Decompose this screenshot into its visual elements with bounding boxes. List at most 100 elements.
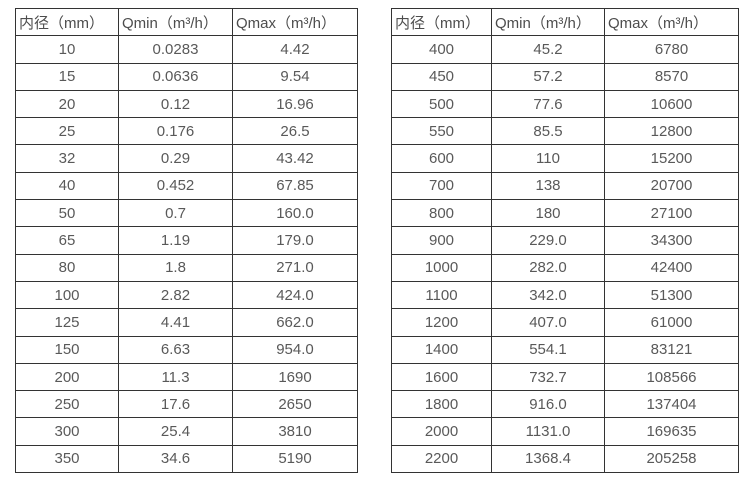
table-row: 100 2.82 424.0 [15, 280, 358, 310]
header-row: 内径（mm） Qmin（m³/h） Qmax（m³/h） [391, 7, 739, 37]
table-row: 700 138 20700 [391, 171, 739, 201]
table-cell: 125 [15, 308, 119, 337]
table-cell: 250 [15, 390, 119, 419]
table-cell: 732.7 [491, 362, 605, 392]
table-row: 250 17.6 2650 [15, 390, 358, 419]
table-cell: 34.6 [118, 444, 233, 474]
table-row: 1600 732.7 108566 [391, 362, 739, 392]
table-cell: 2000 [391, 417, 492, 446]
table-cell: 15200 [604, 144, 739, 173]
flow-rate-table-right: 内径（mm） Qmin（m³/h） Qmax（m³/h） 400 45.2 6780 45… [391, 7, 739, 474]
table-cell: 110 [491, 144, 605, 173]
table-cell: 229.0 [491, 226, 605, 255]
table-row: 50 0.7 160.0 [15, 199, 358, 228]
table-cell: 600 [391, 144, 492, 173]
table-cell: 5190 [232, 444, 358, 474]
table-cell: 25.4 [118, 417, 233, 446]
table-row: 2000 1131.0 169635 [391, 417, 739, 446]
table-cell: 169635 [604, 417, 739, 446]
table-cell: 26.5 [232, 117, 358, 146]
table-row: 550 85.5 12800 [391, 117, 739, 146]
table-cell: 342.0 [491, 280, 605, 310]
table-cell: 2650 [232, 390, 358, 419]
table-cell: 67.85 [232, 171, 358, 201]
table-cell: 400 [391, 35, 492, 64]
table-row: 800 180 27100 [391, 199, 739, 228]
table-cell: 50 [15, 199, 119, 228]
table-cell: 0.29 [118, 144, 233, 173]
table-cell: 1690 [232, 362, 358, 392]
table-cell: 25 [15, 117, 119, 146]
column-header: Qmax（m³/h） [232, 7, 358, 37]
table-cell: 954.0 [232, 335, 358, 364]
table-cell: 424.0 [232, 280, 358, 310]
table-cell: 662.0 [232, 308, 358, 337]
table-cell: 180 [491, 199, 605, 228]
table-cell: 51300 [604, 280, 739, 310]
table-cell: 500 [391, 89, 492, 119]
table-cell: 12800 [604, 117, 739, 146]
table-cell: 137404 [604, 390, 739, 419]
table-cell: 27100 [604, 199, 739, 228]
table-row: 25 0.176 26.5 [15, 117, 358, 146]
table-cell: 1368.4 [491, 444, 605, 474]
table-cell: 0.176 [118, 117, 233, 146]
table-row: 125 4.41 662.0 [15, 308, 358, 337]
table-cell: 32 [15, 144, 119, 173]
table-cell: 550 [391, 117, 492, 146]
table-cell: 42400 [604, 253, 739, 282]
table-row: 900 229.0 34300 [391, 226, 739, 255]
table-cell: 57.2 [491, 62, 605, 91]
table-row: 450 57.2 8570 [391, 62, 739, 91]
column-header: 内径（mm） [391, 7, 492, 37]
table-row: 1800 916.0 137404 [391, 390, 739, 419]
table-cell: 900 [391, 226, 492, 255]
table-cell: 6.63 [118, 335, 233, 364]
table-row: 65 1.19 179.0 [15, 226, 358, 255]
table-row: 1200 407.0 61000 [391, 308, 739, 337]
table-row: 150 6.63 954.0 [15, 335, 358, 364]
table-row: 20 0.12 16.96 [15, 89, 358, 119]
column-header: Qmin（m³/h） [491, 7, 605, 37]
table-cell: 108566 [604, 362, 739, 392]
header-row: 内径（mm） Qmin（m³/h） Qmax（m³/h） [15, 7, 358, 37]
table-cell: 65 [15, 226, 119, 255]
table-row: 400 45.2 6780 [391, 35, 739, 64]
table-row: 40 0.452 67.85 [15, 171, 358, 201]
table-cell: 6780 [604, 35, 739, 64]
table-cell: 61000 [604, 308, 739, 337]
table-row: 1100 342.0 51300 [391, 280, 739, 310]
table-cell: 34300 [604, 226, 739, 255]
table-cell: 554.1 [491, 335, 605, 364]
table-cell: 1.8 [118, 253, 233, 282]
table-row: 500 77.6 10600 [391, 89, 739, 119]
table-cell: 1800 [391, 390, 492, 419]
column-header: Qmax（m³/h） [604, 7, 739, 37]
table-row: 80 1.8 271.0 [15, 253, 358, 282]
table-cell: 40 [15, 171, 119, 201]
table-cell: 1400 [391, 335, 492, 364]
table-cell: 4.42 [232, 35, 358, 64]
table-cell: 15 [15, 62, 119, 91]
table-cell: 77.6 [491, 89, 605, 119]
table-cell: 300 [15, 417, 119, 446]
table-cell: 83121 [604, 335, 739, 364]
table-cell: 800 [391, 199, 492, 228]
table-cell: 1131.0 [491, 417, 605, 446]
table-cell: 916.0 [491, 390, 605, 419]
table-cell: 160.0 [232, 199, 358, 228]
column-header: 内径（mm） [15, 7, 119, 37]
table-row: 2200 1368.4 205258 [391, 444, 739, 474]
table-cell: 1000 [391, 253, 492, 282]
table-cell: 271.0 [232, 253, 358, 282]
table-cell: 20 [15, 89, 119, 119]
table-cell: 0.0636 [118, 62, 233, 91]
table-cell: 0.12 [118, 89, 233, 119]
table-cell: 282.0 [491, 253, 605, 282]
table-cell: 3810 [232, 417, 358, 446]
table-cell: 1100 [391, 280, 492, 310]
table-cell: 100 [15, 280, 119, 310]
table-cell: 10 [15, 35, 119, 64]
table-cell: 2200 [391, 444, 492, 474]
table-row: 1400 554.1 83121 [391, 335, 739, 364]
